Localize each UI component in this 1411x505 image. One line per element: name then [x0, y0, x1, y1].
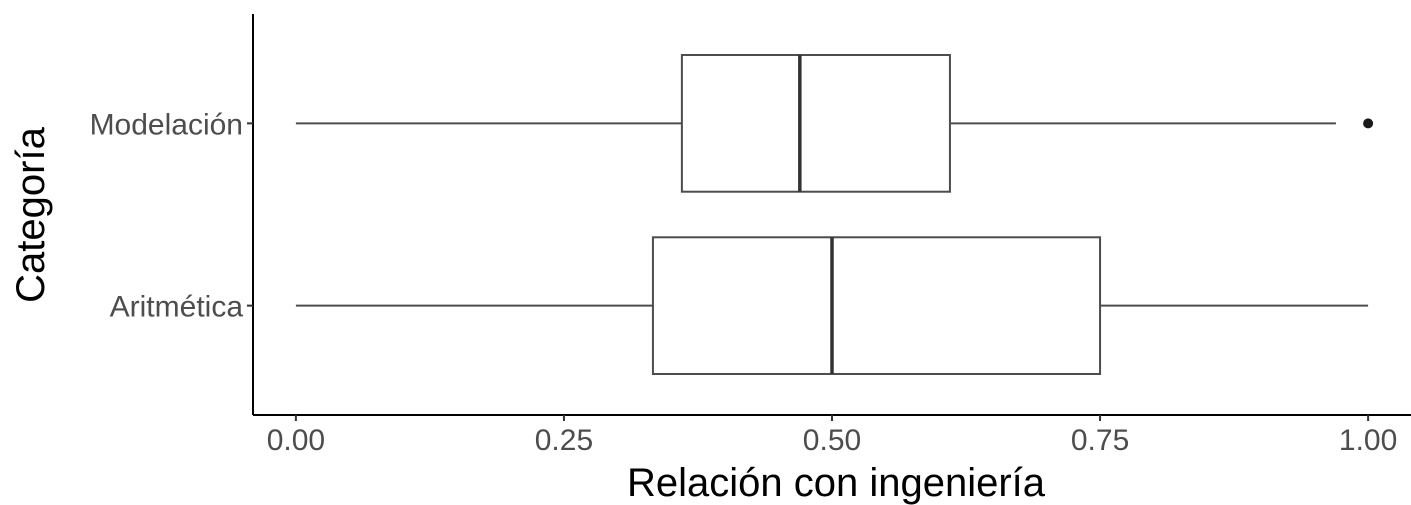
box-1-outlier-1	[1363, 118, 1374, 129]
x-axis-title: Relación con ingeniería	[627, 461, 1046, 505]
box-1-iqr-box	[680, 54, 951, 193]
x-tick-label-4: 0.75	[1071, 424, 1129, 457]
box-2-iqr-box	[651, 236, 1102, 375]
y-tick-label-2: Aritmética	[110, 291, 244, 324]
x-tick-label-5: 1.00	[1339, 424, 1397, 457]
y-tick-label-1: Modelación	[90, 108, 243, 141]
box-1-group	[295, 54, 1374, 193]
y-ticks-layer: Modelación Aritmética	[90, 108, 253, 324]
y-axis-title: Categoría	[9, 126, 53, 302]
x-tick-label-3: 0.50	[803, 424, 861, 457]
x-ticks-layer: 0.00 0.25 0.50 0.75 1.00	[267, 415, 1397, 457]
x-tick-label-1: 0.00	[267, 424, 325, 457]
boxes-layer	[295, 54, 1374, 375]
box-2-group	[295, 236, 1369, 375]
x-tick-label-2: 0.25	[535, 424, 593, 457]
